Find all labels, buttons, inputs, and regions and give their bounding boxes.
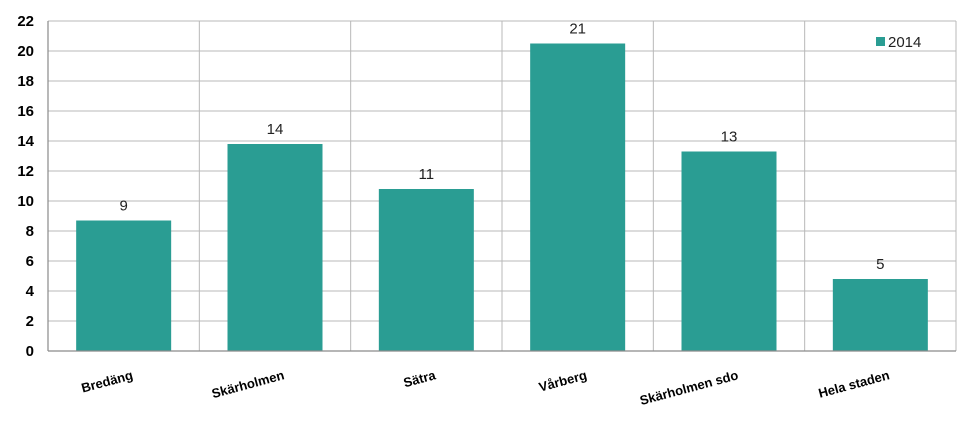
x-tick-label: Vårberg: [537, 367, 588, 394]
data-label: 21: [569, 21, 586, 38]
bars: [76, 43, 928, 351]
x-tick-labels: Bredäng Skärholmen Sätra Vårberg Skärholmen …: [80, 367, 892, 408]
x-tick-label: Skärholmen sdo: [638, 367, 740, 408]
legend-swatch-2014: [876, 37, 885, 46]
y-tick-label: 22: [17, 13, 34, 30]
legend-label-2014: 2014: [888, 34, 921, 51]
x-tick-label: Bredäng: [80, 367, 135, 395]
data-label: 9: [119, 198, 127, 215]
y-tick-label: 4: [26, 283, 35, 300]
bar-0: [76, 220, 172, 351]
grid-lines: [47, 20, 957, 351]
y-tick-labels: 0 2 4 6 8 10 12 14 16 18 20 22: [17, 13, 34, 360]
y-tick-label: 2: [26, 313, 34, 330]
y-tick-label: 14: [17, 133, 34, 150]
data-label: 5: [876, 256, 884, 273]
y-tick-label: 6: [26, 253, 34, 270]
data-label: 11: [419, 166, 435, 183]
bar-1: [227, 144, 323, 351]
y-tick-label: 18: [17, 73, 34, 90]
bar-3: [530, 43, 626, 351]
y-tick-label: 0: [26, 343, 34, 360]
x-tick-label: Sätra: [402, 367, 438, 390]
bar-5: [832, 279, 928, 351]
bar-2: [378, 189, 474, 351]
x-tick-label: Hela staden: [817, 367, 891, 400]
bar-4: [681, 151, 777, 351]
y-tick-label: 10: [17, 193, 34, 210]
legend: 2014: [876, 34, 921, 51]
y-tick-label: 12: [17, 163, 34, 180]
data-label: 13: [721, 129, 738, 146]
data-label: 14: [267, 121, 284, 138]
axes: [47, 21, 956, 352]
y-tick-label: 16: [17, 103, 34, 120]
y-tick-label: 8: [26, 223, 34, 240]
y-tick-label: 20: [17, 43, 34, 60]
x-tick-label: Skärholmen: [210, 367, 286, 401]
data-labels: 9 14 11 21 13 5: [119, 21, 884, 274]
